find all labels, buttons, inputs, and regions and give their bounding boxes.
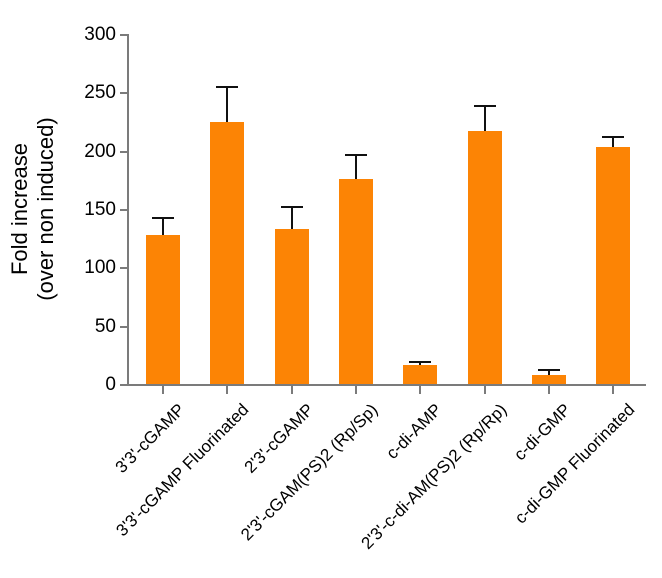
error-bar-cap (216, 85, 239, 88)
y-axis-label-line1: Fold increase (7, 142, 32, 276)
y-tick-label: 100 (84, 257, 116, 278)
y-axis-tick (120, 34, 127, 36)
bar (274, 228, 309, 384)
error-bar-cap (473, 105, 496, 108)
x-axis-tick (162, 386, 164, 394)
x-axis-tick (226, 386, 229, 394)
y-axis-tick (120, 151, 127, 153)
bar (146, 234, 180, 384)
error-bar-whisker (226, 86, 229, 122)
y-axis-tick (120, 384, 127, 386)
y-tick-label: 300 (84, 24, 116, 45)
error-bar-cap (602, 135, 625, 138)
error-bar-whisker (612, 136, 615, 148)
y-tick-label: 150 (84, 199, 116, 220)
bar (403, 365, 438, 384)
error-bar-whisker (354, 155, 357, 179)
x-axis-tick (290, 386, 293, 394)
error-bar-cap (280, 205, 303, 208)
error-bar-whisker (483, 106, 486, 131)
error-bar-cap (537, 369, 560, 371)
y-axis-tick (120, 326, 127, 328)
error-bar-whisker (290, 206, 293, 229)
error-bar-cap (344, 154, 367, 157)
bar (210, 121, 245, 384)
y-axis-tick (120, 267, 127, 269)
y-axis-line (127, 34, 129, 386)
x-axis-tick (547, 386, 550, 394)
error-bar-cap (409, 360, 432, 363)
bar (467, 130, 502, 384)
x-axis-tick (483, 386, 486, 394)
bar (596, 147, 631, 384)
error-bar-whisker (547, 370, 550, 375)
y-tick-label: 0 (105, 374, 116, 395)
error-bar-whisker (162, 218, 164, 235)
y-tick-label: 50 (94, 316, 116, 337)
y-axis-tick (120, 209, 127, 211)
bar (338, 178, 373, 384)
bar (531, 374, 566, 384)
y-tick-label: 200 (84, 141, 116, 162)
x-axis-line (127, 384, 646, 386)
x-axis-tick (419, 386, 422, 394)
error-bar-whisker (419, 361, 422, 366)
error-bar-cap (152, 217, 174, 220)
x-axis-tick (612, 386, 615, 394)
y-axis-tick (120, 92, 127, 94)
y-tick-label: 250 (84, 82, 116, 103)
x-axis-tick (354, 386, 357, 394)
